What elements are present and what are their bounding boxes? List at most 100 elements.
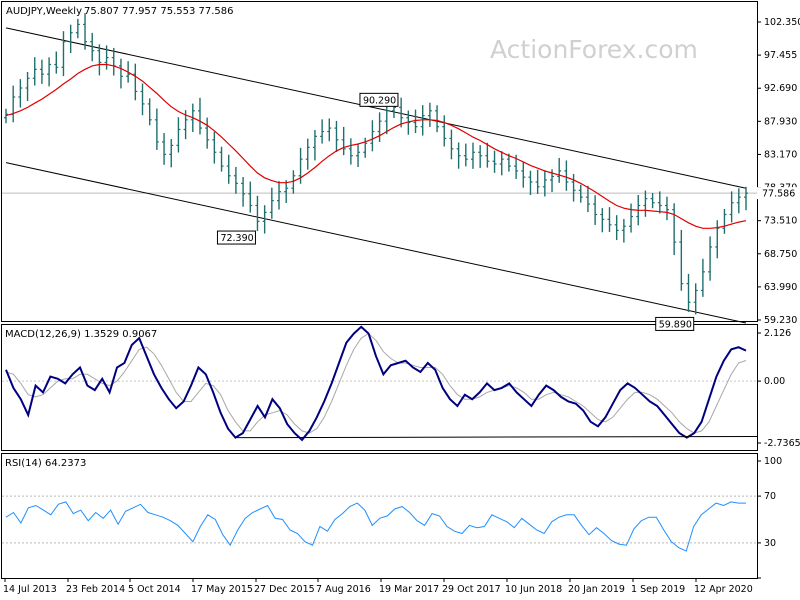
price-bar [542, 170, 547, 197]
price-bar [61, 31, 66, 77]
rsi-tick-label: 30 [764, 538, 776, 549]
time-tick-label: 20 Jan 2019 [568, 584, 625, 595]
price-tick-label: 68.750 [764, 249, 797, 260]
price-bar [32, 57, 37, 86]
price-bar [435, 105, 440, 133]
time-tick-label: 1 Sep 2019 [631, 584, 685, 595]
price-bar [506, 153, 511, 172]
price-bar [377, 112, 382, 143]
price-bar [593, 195, 598, 225]
price-bar [478, 145, 483, 168]
time-axis: 14 Jul 2013 23 Feb 2014 5 Oct 2014 17 May 2… [3, 578, 753, 595]
price-bar [449, 129, 454, 160]
price-bar [54, 51, 59, 74]
price-bar [736, 188, 741, 214]
rsi-title: RSI(14) 64.2373 [5, 458, 86, 469]
price-bar [248, 181, 253, 213]
price-bar [564, 160, 569, 191]
price-bar [557, 157, 562, 183]
time-tick-label: 5 Oct 2014 [128, 584, 181, 595]
price-bar [4, 108, 8, 124]
price-bar [118, 58, 123, 89]
price-bar [643, 190, 648, 217]
price-bar [578, 184, 583, 203]
macd-lines [2, 325, 758, 442]
price-bar [212, 131, 217, 164]
macd-panel-frame [1, 324, 758, 451]
price-annotations: 90.290 72.390 59.890 [216, 92, 695, 331]
current-price-box [757, 187, 799, 200]
macd-axis: 2.126 0.00 -2.7365 [757, 328, 800, 449]
price-tick-label: 73.510 [764, 216, 797, 227]
time-tick-label: 17 May 2015 [191, 584, 253, 595]
price-bar [334, 120, 339, 152]
price-bar [463, 143, 468, 167]
price-bar [399, 97, 404, 128]
price-bar [47, 57, 52, 87]
price-bar [744, 186, 748, 211]
price-bar [406, 110, 411, 135]
rsi-series-line [5, 501, 746, 552]
price-bar [90, 32, 95, 62]
annotation-box [655, 316, 695, 331]
watermark: ActionForex.com [490, 35, 698, 64]
price-bar [111, 47, 116, 76]
rsi-axis: 100 70 30 [757, 456, 782, 579]
macd-title: MACD(12,26,9) 1.3529 0.9067 [5, 329, 157, 340]
price-bar [621, 219, 626, 243]
price-bar [83, 13, 88, 50]
price-bar [226, 154, 231, 184]
price-bar [97, 44, 102, 76]
price-bar [722, 208, 727, 234]
price-bar [162, 133, 167, 165]
price-axis: 102.35097.45592.69087.93083.17078.37073.… [757, 17, 800, 326]
price-bar [68, 24, 73, 54]
price-bar [571, 173, 576, 202]
price-bar [521, 162, 526, 188]
channel-line-1 [5, 162, 747, 324]
price-bar [650, 193, 655, 209]
price-bar [715, 220, 720, 259]
price-bar [693, 283, 698, 315]
price-title: AUDJPY,Weekly [6, 6, 82, 17]
price-bar [492, 150, 497, 173]
price-bar [614, 215, 619, 241]
price-bar [169, 139, 174, 168]
price-bar [535, 169, 540, 195]
price-bar [39, 59, 44, 84]
price-bar [255, 195, 260, 232]
price-bar [219, 146, 224, 172]
macd-support-line [235, 436, 758, 439]
price-bar [75, 18, 80, 39]
price-bar [729, 191, 734, 223]
price-bar [672, 203, 677, 256]
price-bar [470, 142, 475, 169]
price-bar [341, 126, 346, 156]
price-tick-label: 87.930 [764, 116, 797, 127]
channel-lines [5, 27, 747, 324]
annotation-box [359, 92, 399, 107]
price-bar [233, 166, 238, 194]
price-bar [18, 79, 23, 108]
price-tick-label: 83.170 [764, 149, 797, 160]
price-tick-label: 63.990 [764, 282, 797, 293]
price-bar [25, 71, 30, 101]
price-bar [356, 144, 361, 168]
price-bar [11, 85, 16, 123]
price-bar [284, 180, 289, 203]
time-tick-label: 19 Mar 2017 [379, 584, 439, 595]
price-bar [320, 119, 325, 144]
price-bar [585, 185, 590, 213]
rsi-line [2, 495, 757, 552]
rsi-tick-label: 70 [764, 491, 776, 502]
price-bar [363, 137, 368, 158]
price-bar [205, 117, 210, 149]
price-bar [277, 181, 282, 210]
price-tick-label: 97.455 [764, 50, 797, 61]
price-bar [629, 203, 634, 233]
price-bar [664, 196, 669, 221]
price-bar [147, 98, 152, 126]
moving-average-line [5, 63, 747, 229]
price-bar [104, 45, 109, 70]
price-bar [176, 117, 181, 153]
